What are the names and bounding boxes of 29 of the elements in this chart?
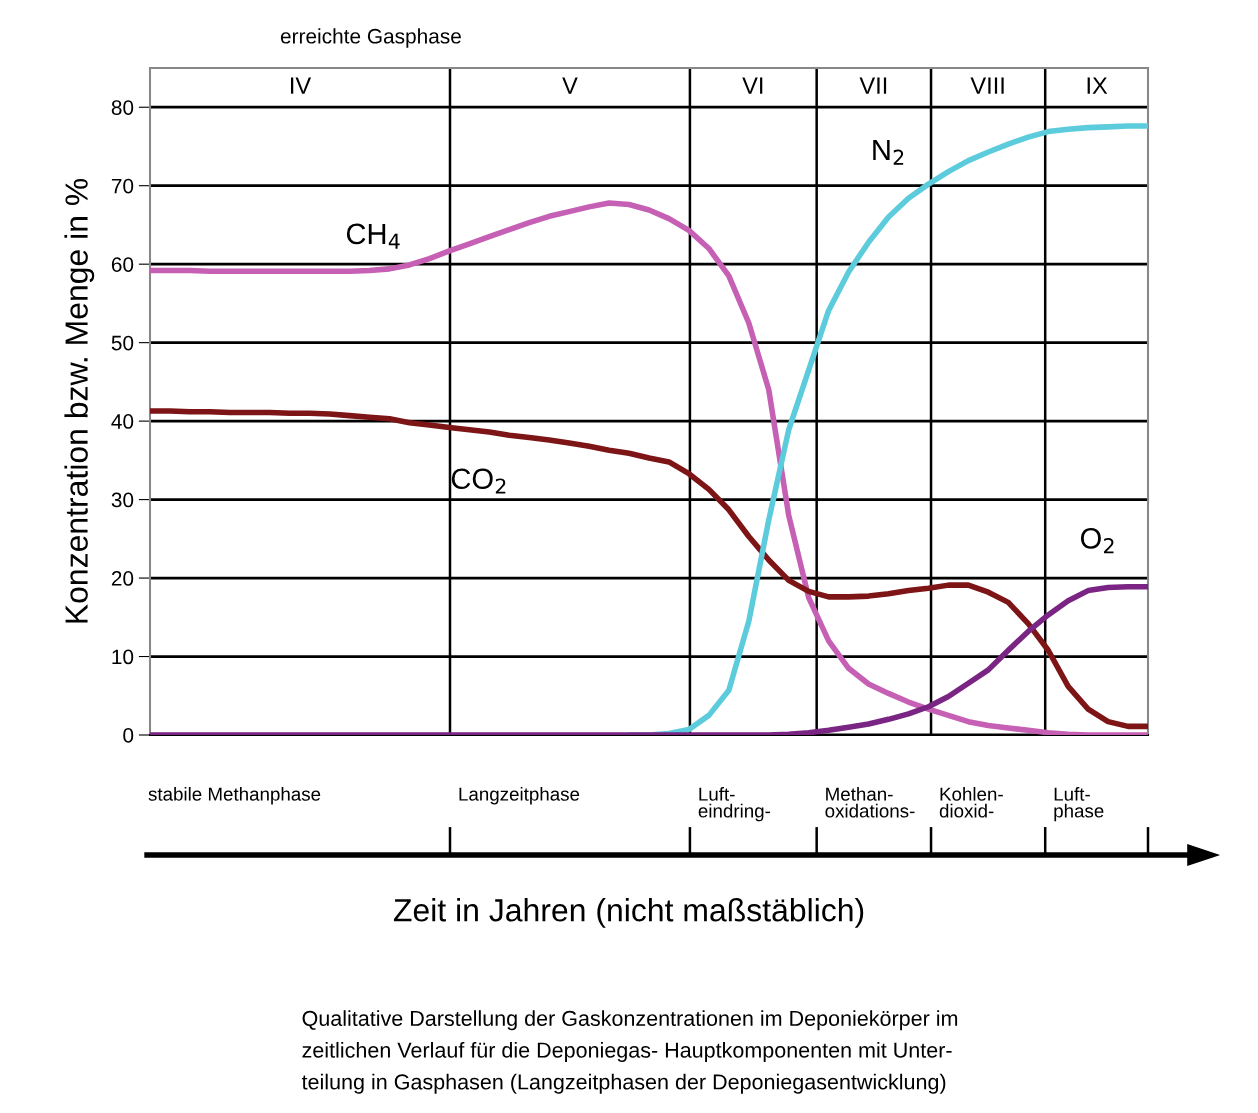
annotation: VIII <box>970 77 1004 94</box>
text: Kohlen- dioxid- <box>939 787 1003 818</box>
text: Qualitative Darstellung der Gaskonzentrationen im Deponiekörper im zeitlichen Verlauf für die Deponiegas- Hauptkomponenten mit Unter- teilung in Gasphasen (Langzeitphasen der Deponiegasentwicklung) <box>301 1010 958 1094</box>
text: Luft- eindring- <box>698 787 771 822</box>
text: Langzeitphase <box>459 787 580 805</box>
text: Luft- phase <box>1054 787 1104 822</box>
series-label: CO$_{2}$ <box>451 468 506 494</box>
y-tick-label: 60 <box>111 257 134 272</box>
text: Zeit in Jahren (nicht maßstäblich) <box>393 898 864 928</box>
annotation: IV <box>291 77 312 94</box>
y-axis-title: Konzentration bzw. Menge in % <box>64 178 95 623</box>
text: stabile Methanphase <box>148 787 321 805</box>
y-tick-label: 40 <box>111 414 134 429</box>
series-label: O$_{2}$ <box>1080 528 1114 554</box>
annotation: IX <box>1087 77 1108 94</box>
y-tick-label: 0 <box>123 728 134 743</box>
y-tick-label: 80 <box>111 100 134 115</box>
annotation: VI <box>742 77 763 94</box>
annotation: VII <box>859 77 887 94</box>
series-label: N$_{2}$ <box>873 139 904 165</box>
y-tick-label: 50 <box>111 335 134 351</box>
y-tick-label: 70 <box>111 178 134 194</box>
text: erreichte Gasphase <box>280 28 461 48</box>
y-tick-label: 20 <box>111 571 134 586</box>
annotation: V <box>562 77 578 94</box>
y-tick-label: 30 <box>111 492 134 508</box>
series-label: CH$_{4}$ <box>346 223 400 249</box>
y-tick-label: 10 <box>112 649 134 665</box>
text: Methan- oxidations- <box>825 787 915 818</box>
